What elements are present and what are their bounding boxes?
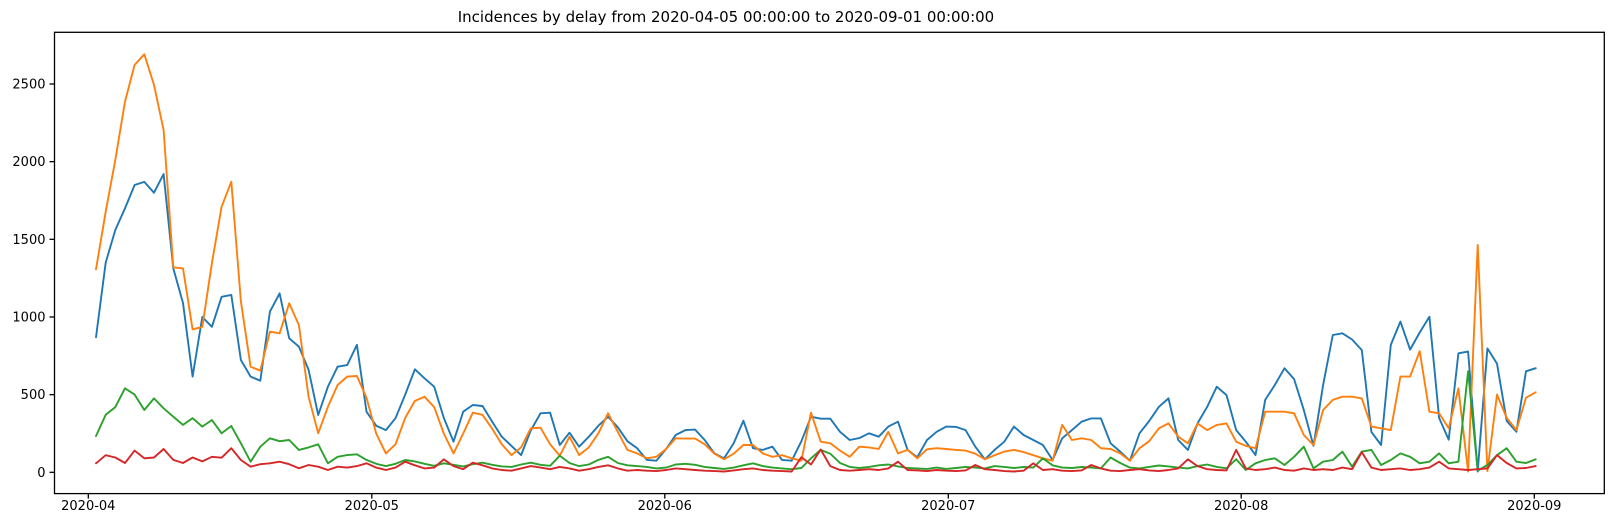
x-tick-label: 2020-04 <box>61 499 115 514</box>
y-tick-label: 1000 <box>12 310 45 325</box>
x-tick-label: 2020-06 <box>638 499 692 514</box>
y-tick-label: 0 <box>37 466 45 481</box>
series-red-line <box>95 447 1537 473</box>
x-tick-label: 2020-09 <box>1507 499 1561 514</box>
x-tick-label: 2020-07 <box>921 499 975 514</box>
x-tick-label: 2020-08 <box>1214 499 1268 514</box>
plot-area: 2020-04 2020-05 2020-06 2020-07 2020-08 2020-… <box>12 53 1561 514</box>
series-green-line <box>95 370 1537 472</box>
y-tick-label: 1500 <box>12 233 45 248</box>
plot-frame <box>53 31 1605 495</box>
series-orange-line <box>95 53 1537 473</box>
y-tick-label: 2500 <box>12 78 45 93</box>
chart-title: Incidences by delay from 2020-04-05 00:0… <box>458 8 994 26</box>
y-tick-label: 500 <box>21 388 46 403</box>
series-blue-line <box>95 173 1537 473</box>
y-tick-label: 2000 <box>12 155 45 170</box>
x-tick-label: 2020-05 <box>345 499 399 514</box>
